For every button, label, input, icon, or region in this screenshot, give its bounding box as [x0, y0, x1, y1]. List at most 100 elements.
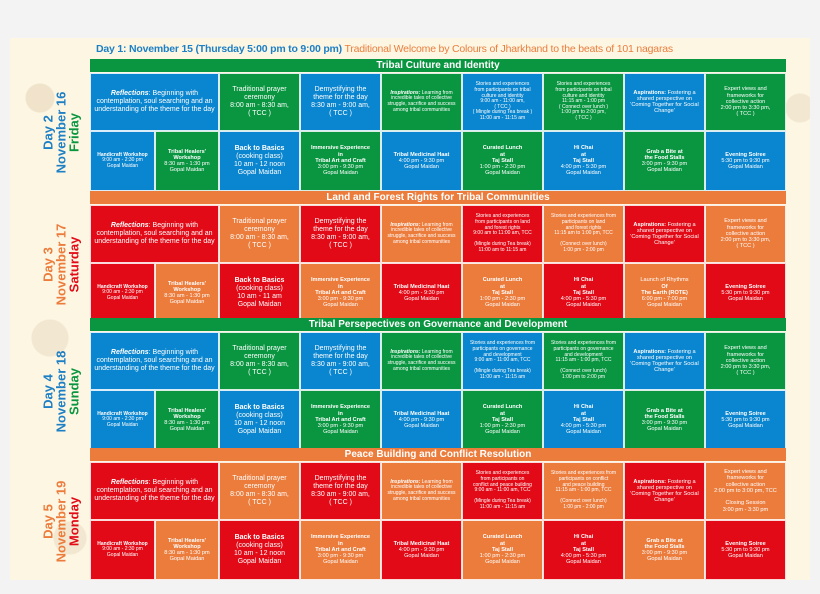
cell-line: ( TCC ) — [248, 241, 271, 249]
cell-line: Gopal Maidan — [323, 559, 358, 566]
stories-morning-cell: Stories and experiences from participants… — [462, 205, 543, 263]
cell-line: Evening Soiree — [725, 410, 766, 417]
cell-line: Tribal Art and Craft — [315, 157, 366, 164]
stories-midday-cell: Stories and experiences from participants… — [543, 205, 624, 263]
cell-line: at — [581, 283, 586, 290]
demystifying-cell: Demystifying the theme for the day 8:30 am… — [300, 462, 381, 520]
cell-line: Immersive Experience — [310, 404, 371, 411]
cell-line: Hi Chai — [573, 277, 594, 284]
cell-line: Stories and experiences — [475, 470, 530, 477]
cell-line: Workshop — [173, 286, 201, 293]
hi-chai-cell: Hi Chai at Taj Stall 4:00 pm - 5:30 pm Gopal… — [543, 520, 624, 580]
tribal-healers-cell: Tribal Healers' Workshop 8:30 am - 1:30 pm… — [155, 520, 219, 580]
cell-text: Aspirations: Fostering a shared perspect… — [627, 222, 702, 247]
cell-line: ( TCC ) — [736, 243, 755, 250]
day-label: Day 5 November 19 Monday — [41, 462, 82, 580]
day-label-text: Day 4 November 18 Sunday — [41, 350, 82, 432]
cell-line: 8:30 am - 1:30 pm — [164, 550, 210, 556]
cell-line: Stories and experiences — [556, 81, 611, 88]
cell-line: 1:00 pm to 2:00 pm, — [561, 109, 606, 116]
cell-line: participants on governance — [472, 346, 533, 353]
cell-line: Back to Basics — [234, 145, 285, 153]
cell-text: Aspirations: Fostering a shared perspect… — [627, 349, 702, 374]
cell-line: 11:00 am - 11:15 am — [479, 114, 526, 121]
prayer-ceremony-cell: Traditional prayer ceremony 8:00 am - 8:30… — [219, 332, 300, 390]
cell-title: Aspirations: — [633, 221, 667, 228]
cell-line: 8:30 am - 1:30 pm — [164, 293, 210, 299]
cell-body: Learning from incredible tales of collec… — [387, 478, 456, 502]
cell-body: Fostering a shared perspective on 'Comin… — [630, 348, 699, 374]
cell-line: Curated Lunch — [482, 534, 523, 541]
special-event-cell: Grab a Bite at the Food Stalls 3:00 pm - 9… — [624, 390, 705, 450]
cell-line: Gopal Maidan — [647, 302, 682, 309]
aspirations-cell: Aspirations: Fostering a shared perspect… — [624, 462, 705, 520]
cell-line: Gopal Maidan — [728, 296, 763, 303]
cell-line: Grab a Bite at — [646, 148, 683, 155]
cell-line: Taj Stall — [491, 289, 514, 296]
cell-line: Tribal Medicinal Haat — [393, 151, 450, 158]
aspirations-cell: Aspirations: Fostering a shared perspect… — [624, 205, 705, 263]
cell-line: 10 am - 12 noon — [234, 550, 285, 557]
cell-line: Handicraft Workshop — [97, 540, 148, 547]
medicinal-haat-cell: Tribal Medicinal Haat 4:00 pm - 9:30 pm Go… — [381, 131, 462, 191]
reflections-cell: Reflections: Beginning with contemplatio… — [90, 205, 219, 263]
cell-line: Gopal Maidan — [169, 299, 205, 306]
cell-title: Reflections — [110, 90, 149, 98]
back-to-basics-cell: Back to Basics (cooking class) 10 am - 12 … — [219, 390, 300, 450]
cell-line: Gopal Maidan — [169, 556, 205, 563]
cell-line: 8:30 am - 1:30 pm — [164, 420, 210, 426]
cell-title: Inspirations: — [390, 478, 421, 485]
cell-text: Aspirations: Fostering a shared perspect… — [627, 90, 702, 115]
back-to-basics-cell: Back to Basics (cooking class) 10 am - 12 … — [219, 131, 300, 191]
tribal-healers-cell: Tribal Healers' Workshop 8:30 am - 1:30 pm… — [155, 131, 219, 191]
cell-line: frameworks for — [727, 92, 764, 99]
cell-line: 11:00 am - 11:15 am — [479, 503, 526, 510]
cell-line: collective action — [725, 98, 766, 105]
cell-line: 9:00 am - 11:00 am, TCC — [474, 357, 531, 364]
cell-line: at — [581, 540, 586, 547]
aspirations-cell: Aspirations: Fostering a shared perspect… — [624, 332, 705, 390]
cell-line: 11:00 am to 11:15 am — [478, 246, 527, 253]
cell-line: Handicraft Workshop — [97, 151, 148, 158]
cell-title: Inspirations: — [390, 221, 421, 228]
cell-line: Stories and experiences from — [469, 340, 536, 347]
cell-line: Traditional prayer — [232, 218, 287, 226]
cell-line: at — [500, 410, 505, 417]
cell-title: Inspirations: — [390, 89, 421, 96]
cell-line: Stories and experiences — [475, 81, 530, 88]
cell-line: (Connect over lunch) — [560, 241, 607, 248]
cell-line: ( TCC ) — [248, 109, 271, 117]
cell-line: Of — [661, 283, 668, 290]
cell-line: participants on conflict — [558, 476, 609, 483]
cell-line: Gopal Maidan — [323, 170, 358, 177]
cell-line: 1:00 pm - 2:30 pm — [479, 423, 526, 430]
curated-lunch-cell: Curated Lunch at Taj Stall 1:00 pm - 2:30 p… — [462, 390, 543, 450]
cell-line: 9:00 am - 2:30 pm — [102, 289, 143, 296]
cell-body: : Beginning with contemplation, soul sea… — [94, 349, 215, 372]
cell-line: Handicraft Workshop — [97, 410, 148, 417]
cell-line: Gopal Maidan — [566, 302, 601, 309]
cell-line: 3:00 pm - 9:30 pm — [641, 161, 688, 167]
demystifying-cell: Demystifying the theme for the day 8:30 am… — [300, 205, 381, 263]
cell-line: Tribal Medicinal Haat — [393, 540, 450, 547]
cell-line: 3:00 pm - 9:30 pm — [317, 296, 364, 303]
cell-line: 8:30 am - 1:30 pm — [164, 161, 210, 167]
cell-line: 6:00 pm - 7:00 pm — [641, 296, 688, 303]
cell-body: Fostering a shared perspective on 'Comin… — [630, 89, 699, 115]
cell-line: (cooking class) — [236, 153, 283, 161]
cell-line: Stories and experiences from — [550, 470, 617, 477]
cell-line: Gopal Maidan — [728, 164, 763, 171]
cell-line: 3:00 pm - 3:30 pm — [722, 506, 769, 513]
prayer-ceremony-cell: Traditional prayer ceremony 8:00 am - 8:30… — [219, 73, 300, 131]
cell-line: Traditional prayer — [232, 86, 287, 94]
reflections-cell: Reflections: Beginning with contemplatio… — [90, 73, 219, 131]
cell-line: Immersive Experience — [310, 145, 371, 152]
cell-line: 4:00 pm - 5:30 pm — [560, 553, 607, 560]
cell-line: (Connect over lunch) — [560, 368, 607, 375]
expert-views-cell: Expert views and frameworks for collective… — [705, 205, 786, 263]
cell-line: ( TCC ) — [329, 368, 352, 376]
cell-line: at — [500, 283, 505, 290]
cell-line: Taj Stall — [491, 416, 514, 423]
cell-line: Handicraft Workshop — [97, 283, 148, 290]
theme-header: Tribal Persepectives on Governance and D… — [90, 318, 786, 331]
